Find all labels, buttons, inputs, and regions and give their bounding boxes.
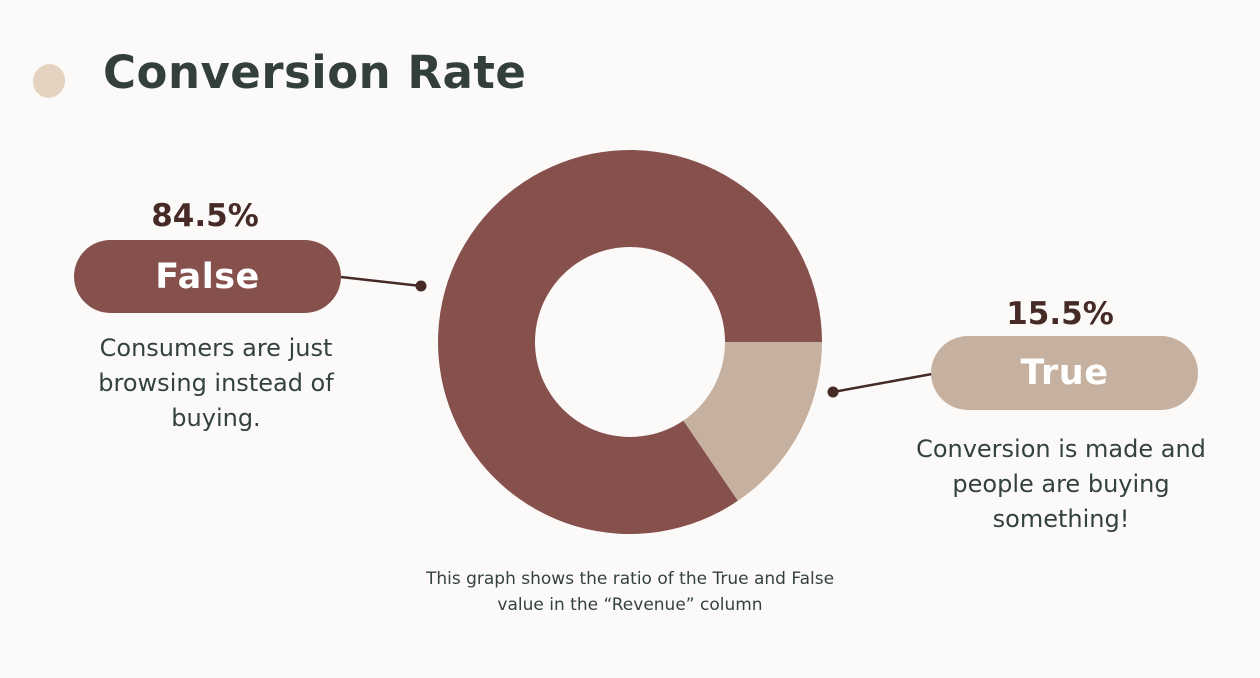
- false-connector-line: [340, 275, 422, 288]
- true-description: Conversion is made and people are buying…: [916, 435, 1206, 533]
- page-title: Conversion Rate: [103, 46, 527, 99]
- true-percentage-label: 15.5%: [1006, 296, 1114, 332]
- donut-hole: [535, 247, 725, 437]
- true-category-pill: True: [931, 336, 1198, 410]
- false-category-pill: False: [74, 240, 341, 313]
- true-connector-line: [832, 372, 933, 394]
- false-connector-dot: [415, 280, 427, 292]
- chart-footnote: This graph shows the ratio of the True a…: [425, 569, 835, 615]
- false-percentage-label: 84.5%: [151, 198, 259, 234]
- true-connector-dot: [827, 386, 839, 398]
- false-description: Consumers are just browsing instead of b…: [98, 334, 334, 432]
